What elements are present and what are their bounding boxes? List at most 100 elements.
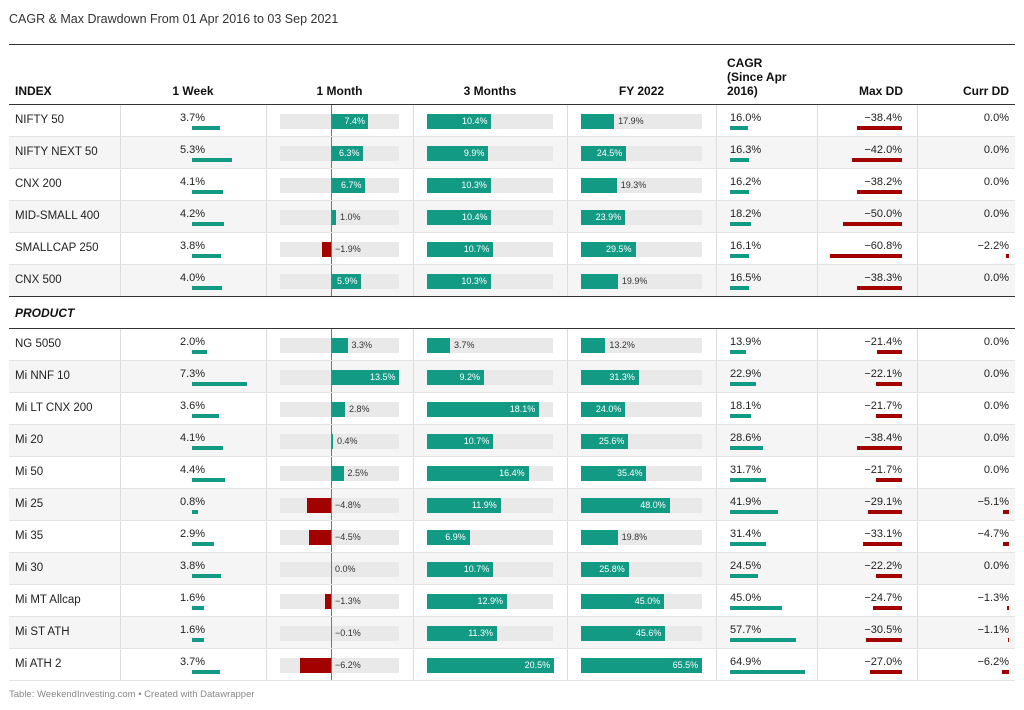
column-separator (567, 233, 568, 264)
row-name: Mi 50 (15, 466, 44, 478)
fy2022-bar (581, 210, 626, 225)
month-zero-line (331, 361, 332, 392)
max-dd-bar (856, 190, 902, 194)
top-rule (9, 44, 1015, 45)
column-separator (266, 137, 267, 168)
curr-dd-value: 0.0% (983, 464, 1009, 476)
curr-dd-value: −5.1% (977, 496, 1010, 508)
row-name: Mi ATH 2 (15, 658, 62, 670)
column-separator (917, 649, 918, 680)
column-header: 1 Week (172, 84, 214, 98)
column-separator (716, 425, 717, 456)
column-separator (120, 489, 121, 520)
cagr-bar (730, 574, 759, 578)
table-row: Mi NNF 10 7.3% 13.5% 9.2% 31.3% 22.9% −22.1% 0.… (9, 361, 1015, 393)
column-separator (917, 201, 918, 232)
week-value: 4.2% (180, 208, 206, 220)
fy2022-bar (581, 562, 629, 577)
month-track (280, 242, 399, 257)
column-separator (817, 169, 818, 200)
column-separator (817, 265, 818, 296)
week-value: 0.8% (180, 496, 206, 508)
column-separator (817, 329, 818, 360)
three-month-bar (427, 178, 491, 193)
column-separator (413, 393, 414, 424)
column-separator (266, 169, 267, 200)
month-bar (331, 178, 365, 193)
column-separator (567, 137, 568, 168)
column-separator (413, 201, 414, 232)
column-separator (413, 361, 414, 392)
row-name: Mi 30 (15, 562, 44, 574)
fy2022-label: 29.5% (606, 244, 632, 254)
month-bar (331, 370, 399, 385)
fy2022-bar (581, 530, 618, 545)
three-month-label: 20.5% (524, 660, 551, 670)
fy2022-bar (581, 434, 629, 449)
week-value: 7.3% (180, 368, 206, 380)
column-separator (120, 425, 121, 456)
fy2022-label: 31.3% (609, 372, 635, 382)
week-bar (192, 414, 220, 418)
week-value: 1.6% (180, 592, 206, 604)
cagr-value: 22.9% (730, 368, 762, 380)
three-month-label: 11.3% (468, 628, 494, 638)
column-separator (917, 137, 918, 168)
column-separator (413, 617, 414, 648)
column-separator (817, 457, 818, 488)
column-header: FY 2022 (618, 84, 665, 98)
three-month-label: 6.9% (445, 532, 466, 542)
column-separator (266, 649, 267, 680)
column-separator (266, 233, 267, 264)
week-value: 5.3% (180, 144, 206, 156)
column-separator (716, 169, 717, 200)
cagr-value: 16.2% (730, 176, 762, 188)
column-separator (413, 457, 414, 488)
header-rule (9, 104, 1015, 105)
week-value: 1.6% (180, 624, 206, 636)
month-bar (300, 658, 331, 673)
column-separator (567, 201, 568, 232)
three-month-bar (427, 434, 494, 449)
month-bar (331, 146, 363, 161)
column-separator (567, 553, 568, 584)
three-month-label: 18.1% (509, 404, 536, 414)
column-separator (120, 457, 121, 488)
max-dd-bar (856, 446, 902, 450)
week-value: 4.4% (180, 464, 206, 476)
max-dd-bar (830, 254, 902, 258)
column-separator (817, 521, 818, 552)
curr-dd-value: 0.0% (983, 144, 1009, 156)
column-separator (266, 521, 267, 552)
week-bar (192, 478, 226, 482)
three-month-bar (427, 114, 492, 129)
column-separator (413, 489, 414, 520)
column-separator (567, 169, 568, 200)
week-bar (192, 158, 233, 162)
column-separator (917, 393, 918, 424)
week-bar (192, 542, 215, 546)
fy2022-label: 19.8% (621, 532, 648, 542)
column-separator (413, 265, 414, 296)
curr-dd-bar (1001, 670, 1009, 674)
max-dd-value: −60.8% (864, 240, 902, 252)
column-separator (567, 105, 568, 136)
max-dd-value: −21.7% (864, 464, 902, 476)
column-separator (817, 489, 818, 520)
month-zero-line (331, 169, 332, 200)
table-row: Mi 35 2.9% −4.5% 6.9% 19.8% 31.4% −33.1% −4.7% (9, 521, 1015, 553)
max-dd-bar (862, 542, 902, 546)
three-month-bar (427, 210, 492, 225)
curr-dd-value: −1.1% (977, 624, 1010, 636)
group-label-text: PRODUCT (15, 306, 75, 320)
three-month-bar (427, 242, 494, 257)
column-separator (413, 649, 414, 680)
row-name: Mi 25 (15, 498, 44, 510)
fy2022-bar (581, 594, 665, 609)
max-dd-bar (870, 670, 902, 674)
column-separator (917, 553, 918, 584)
max-dd-value: −38.2% (864, 176, 902, 188)
column-separator (567, 265, 568, 296)
week-bar (192, 606, 205, 610)
month-label: 13.5% (369, 372, 396, 382)
